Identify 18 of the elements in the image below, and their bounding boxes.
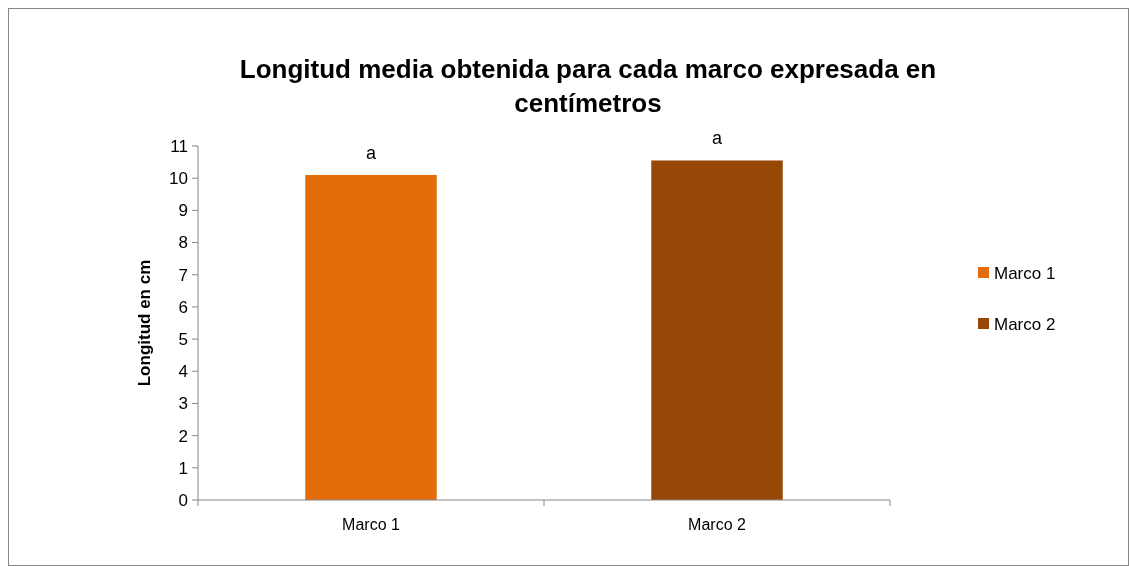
y-tick-label: 10 — [169, 169, 188, 189]
y-tick-label: 4 — [178, 362, 188, 382]
y-tick-label: 11 — [170, 136, 188, 156]
y-axis-title: Longitud en cm — [135, 259, 154, 387]
legend-label: Marco 2 — [994, 314, 1056, 334]
y-tick-label: 1 — [178, 458, 188, 478]
y-tick-label: 5 — [178, 330, 188, 350]
annotation: a — [365, 142, 377, 163]
y-tick-label: 8 — [178, 233, 188, 253]
annotation: a — [711, 128, 723, 149]
chart-title: Longitud media obtenida para cada marco expresada en centímetros — [239, 54, 937, 118]
y-tick-label: 0 — [178, 490, 188, 510]
legend-label: Marco 1 — [994, 263, 1056, 283]
y-tick-label: 7 — [178, 265, 188, 285]
y-tick-label: 9 — [178, 201, 188, 221]
y-tick-label: 2 — [178, 426, 188, 446]
y-tick-label: 3 — [178, 394, 188, 414]
y-tick-label: 6 — [178, 297, 188, 317]
